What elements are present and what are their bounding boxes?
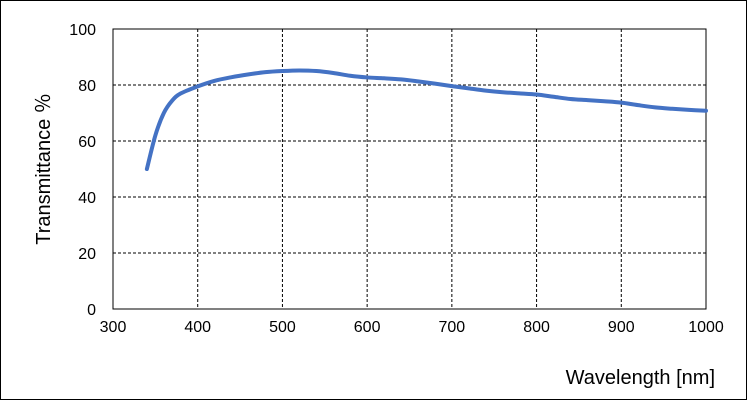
x-tick-label-6: 900 bbox=[608, 319, 635, 336]
y-tick-label-3: 60 bbox=[78, 134, 96, 151]
y-tick-label-1: 20 bbox=[78, 246, 96, 263]
tick-layer: 300 400 500 600 700 800 900 1000 0 20 40 60 80 100 bbox=[69, 22, 724, 336]
x-tick-label-7: 1000 bbox=[688, 319, 724, 336]
x-tick-label-1: 400 bbox=[184, 319, 211, 336]
x-tick-label-0: 300 bbox=[100, 319, 127, 336]
x-axis-title: Wavelength [nm] bbox=[566, 367, 715, 389]
x-tick-label-5: 800 bbox=[523, 319, 550, 336]
grid-layer bbox=[113, 29, 706, 309]
y-tick-label-2: 40 bbox=[78, 190, 96, 207]
y-axis-title: Transmittance ％ bbox=[33, 93, 55, 245]
y-tick-label-5: 100 bbox=[69, 22, 96, 39]
series-layer bbox=[144, 68, 708, 171]
y-tick-label-4: 80 bbox=[78, 78, 96, 95]
x-tick-label-3: 600 bbox=[354, 319, 381, 336]
plot-area-border bbox=[112, 28, 707, 310]
axes-layer bbox=[112, 28, 707, 310]
x-tick-label-2: 500 bbox=[269, 319, 296, 336]
x-tick-label-4: 700 bbox=[439, 319, 466, 336]
series-line-0 bbox=[144, 68, 708, 171]
y-tick-label-0: 0 bbox=[87, 302, 96, 319]
